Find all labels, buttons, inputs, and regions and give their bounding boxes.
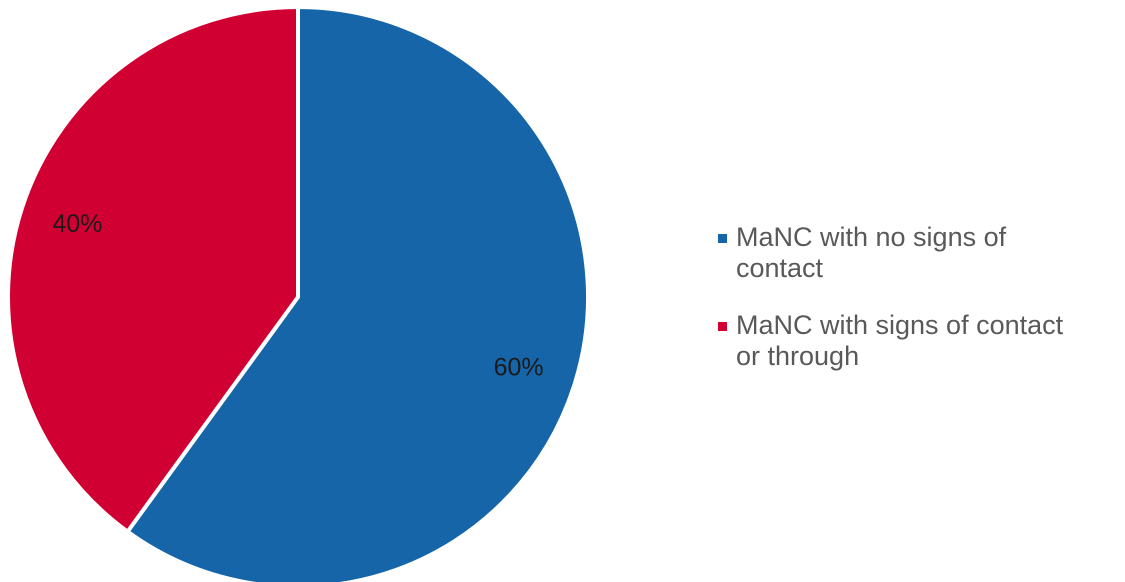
pie-slice-0	[125, 5, 590, 582]
legend-item-0: MaNC with no signs of contact	[718, 222, 1007, 283]
legend-item-1: MaNC with signs of contact or through	[718, 310, 1064, 371]
legend-label-line-0-1: contact	[736, 253, 824, 283]
pie-slice-1	[6, 5, 300, 534]
legend-label-line-0-0: MaNC with no signs of	[736, 222, 1007, 252]
legend-label-1: MaNC with signs of contact or through	[736, 310, 1064, 371]
legend-marker-1	[718, 322, 727, 331]
chart-legend: MaNC with no signs of contact MaNC with si…	[718, 222, 1064, 371]
pie-data-labels: 60% 40%	[52, 210, 543, 381]
legend-marker-0	[718, 234, 727, 243]
pie-data-label-0: 60%	[494, 353, 544, 381]
legend-label-line-1-1: or through	[736, 341, 859, 371]
pie-data-label-1: 40%	[52, 210, 102, 238]
legend-label-line-1-0: MaNC with signs of contact	[736, 310, 1064, 340]
pie-slices	[6, 5, 590, 582]
legend-label-0: MaNC with no signs of contact	[736, 222, 1007, 283]
